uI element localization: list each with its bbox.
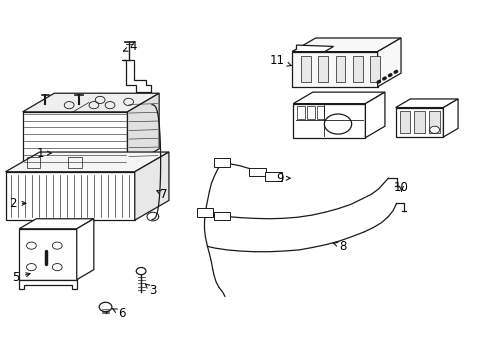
Polygon shape	[77, 219, 94, 280]
Polygon shape	[5, 152, 168, 172]
Polygon shape	[135, 152, 168, 220]
Text: 2: 2	[9, 197, 26, 210]
Polygon shape	[365, 92, 384, 138]
Bar	[68, 157, 82, 168]
Bar	[369, 56, 379, 82]
Polygon shape	[19, 280, 77, 289]
Bar	[316, 106, 324, 119]
Bar	[335, 56, 345, 82]
Polygon shape	[5, 172, 135, 220]
Text: 5: 5	[13, 271, 30, 284]
Text: 9: 9	[275, 172, 289, 185]
Polygon shape	[292, 38, 400, 51]
Polygon shape	[127, 93, 159, 167]
Bar	[301, 56, 310, 82]
Polygon shape	[19, 229, 77, 280]
Circle shape	[26, 264, 36, 271]
Polygon shape	[292, 45, 333, 51]
FancyBboxPatch shape	[213, 212, 230, 220]
Circle shape	[26, 242, 36, 249]
Polygon shape	[22, 112, 127, 167]
Text: 6: 6	[112, 307, 125, 320]
Bar	[399, 111, 409, 134]
Bar	[306, 106, 314, 119]
Circle shape	[429, 126, 439, 134]
Text: 8: 8	[333, 240, 346, 253]
Bar	[413, 111, 424, 134]
Text: 1: 1	[37, 147, 51, 159]
Polygon shape	[395, 108, 443, 137]
Polygon shape	[292, 51, 377, 87]
FancyBboxPatch shape	[213, 158, 230, 167]
Bar	[297, 106, 305, 119]
Circle shape	[99, 302, 112, 312]
Polygon shape	[22, 93, 159, 112]
Polygon shape	[377, 38, 400, 87]
Text: 10: 10	[393, 181, 408, 194]
Polygon shape	[293, 92, 384, 104]
Text: 3: 3	[145, 284, 156, 297]
Polygon shape	[293, 104, 365, 138]
Bar	[318, 56, 327, 82]
Circle shape	[52, 242, 62, 249]
Circle shape	[324, 114, 351, 134]
Text: 7: 7	[157, 188, 167, 201]
FancyBboxPatch shape	[264, 172, 281, 181]
Bar	[352, 56, 362, 82]
Polygon shape	[443, 99, 457, 137]
Text: 11: 11	[269, 54, 290, 67]
Bar	[428, 111, 439, 134]
Bar	[27, 157, 41, 168]
Text: 4: 4	[123, 40, 137, 53]
Polygon shape	[395, 99, 457, 108]
Polygon shape	[19, 219, 94, 229]
Circle shape	[52, 264, 62, 271]
FancyBboxPatch shape	[196, 208, 213, 217]
Polygon shape	[122, 60, 151, 92]
FancyBboxPatch shape	[249, 168, 265, 176]
